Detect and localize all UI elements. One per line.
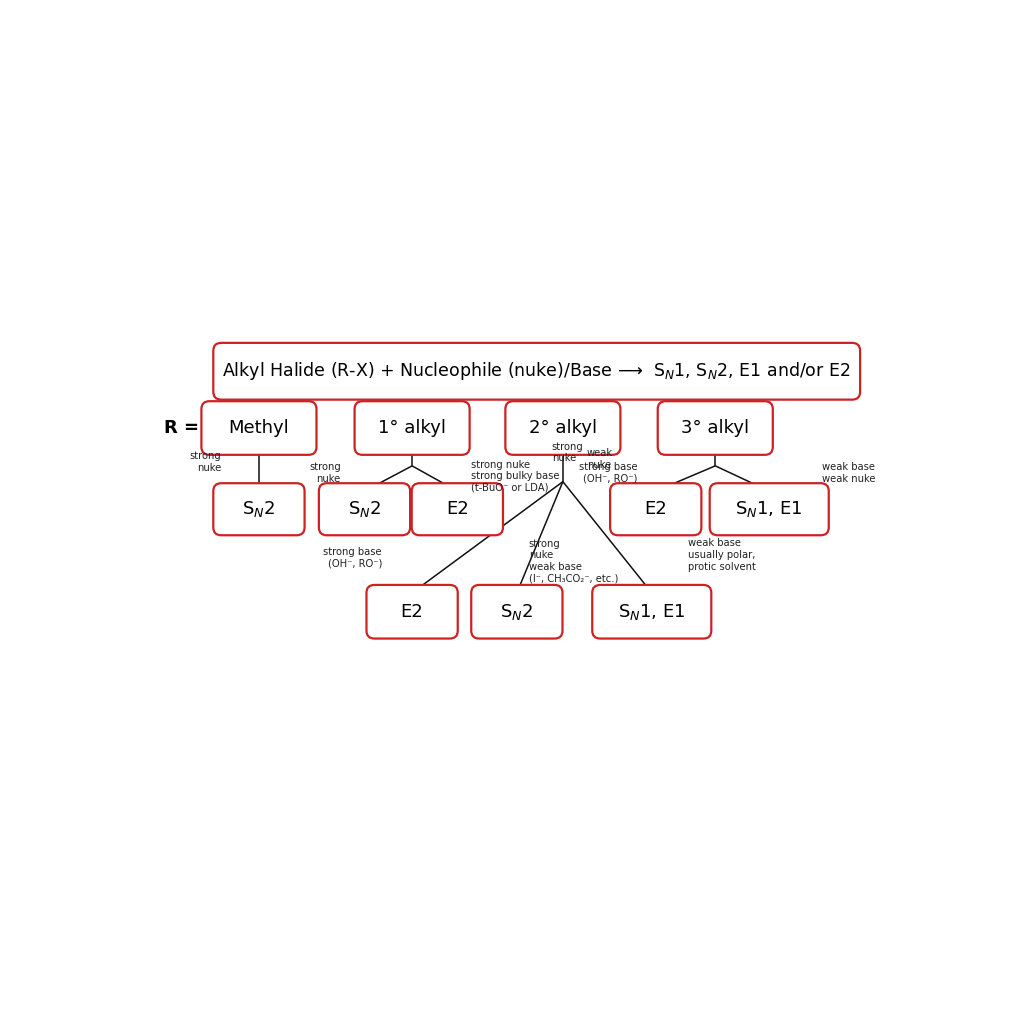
Text: Alkyl Halide (R-X) + Nucleophile (nuke)/Base ⟶  S$_N$1, S$_N$2, E1 and/or E2: Alkyl Halide (R-X) + Nucleophile (nuke)/…: [222, 360, 851, 382]
FancyBboxPatch shape: [367, 585, 458, 639]
FancyBboxPatch shape: [412, 483, 503, 536]
Text: strong
nuke: strong nuke: [189, 452, 221, 473]
Text: strong base
(OH⁻, RO⁻): strong base (OH⁻, RO⁻): [324, 547, 382, 569]
FancyBboxPatch shape: [202, 401, 316, 455]
Text: 1° alkyl: 1° alkyl: [378, 419, 446, 437]
Text: 3° alkyl: 3° alkyl: [681, 419, 750, 437]
FancyBboxPatch shape: [710, 483, 828, 536]
FancyBboxPatch shape: [592, 585, 712, 639]
FancyBboxPatch shape: [506, 401, 621, 455]
Text: E2: E2: [400, 603, 424, 621]
Text: S$_N$1, E1: S$_N$1, E1: [618, 602, 685, 622]
Text: R =: R =: [165, 419, 200, 437]
Text: S$_N$2: S$_N$2: [348, 500, 381, 519]
FancyBboxPatch shape: [471, 585, 562, 639]
Text: weak base
usually polar,
protic solvent: weak base usually polar, protic solvent: [688, 539, 756, 571]
Text: weak base
weak nuke: weak base weak nuke: [822, 462, 876, 483]
Text: 2° alkyl: 2° alkyl: [528, 419, 597, 437]
Text: S$_N$1, E1: S$_N$1, E1: [735, 500, 803, 519]
FancyBboxPatch shape: [213, 483, 304, 536]
FancyBboxPatch shape: [213, 343, 860, 399]
Text: S$_N$2: S$_N$2: [501, 602, 534, 622]
Text: strong
nuke
weak base
(I⁻, CH₃CO₂⁻, etc.): strong nuke weak base (I⁻, CH₃CO₂⁻, etc.…: [528, 539, 618, 584]
Text: S$_N$2: S$_N$2: [243, 500, 275, 519]
FancyBboxPatch shape: [657, 401, 773, 455]
Text: strong nuke
strong bulky base
(t-BuO⁻ or LDA): strong nuke strong bulky base (t-BuO⁻ or…: [471, 460, 559, 493]
Text: weak
nuke: weak nuke: [587, 447, 612, 470]
FancyBboxPatch shape: [610, 483, 701, 536]
Text: E2: E2: [644, 501, 667, 518]
FancyBboxPatch shape: [318, 483, 411, 536]
Text: E2: E2: [446, 501, 469, 518]
Text: strong
nuke: strong nuke: [552, 441, 584, 463]
Text: Methyl: Methyl: [228, 419, 290, 437]
Text: strong base
(OH⁻, RO⁻): strong base (OH⁻, RO⁻): [579, 462, 638, 483]
Text: strong
nuke: strong nuke: [309, 462, 341, 483]
FancyBboxPatch shape: [354, 401, 470, 455]
